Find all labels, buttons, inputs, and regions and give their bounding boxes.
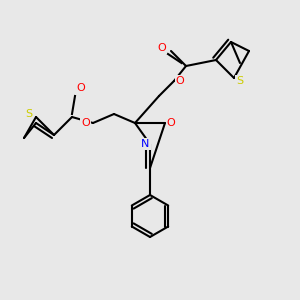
- Text: O: O: [176, 76, 184, 86]
- Text: N: N: [141, 139, 150, 149]
- Text: S: S: [25, 109, 32, 119]
- Text: O: O: [76, 83, 85, 94]
- Text: O: O: [167, 118, 176, 128]
- Text: O: O: [81, 118, 90, 128]
- Text: S: S: [236, 76, 244, 86]
- Text: O: O: [158, 43, 166, 53]
